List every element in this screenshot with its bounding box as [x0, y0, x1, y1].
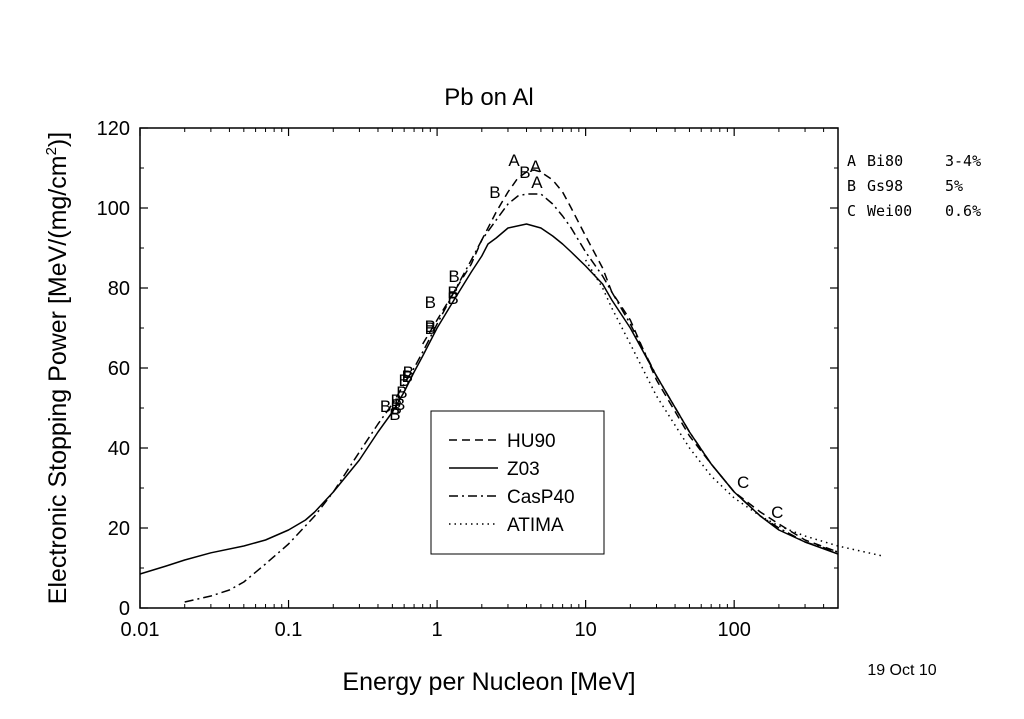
date-stamp: 19 Oct 10 [867, 662, 936, 679]
reference-list: A Bi80 3-4% B Gs98 5% C Wei00 0.6% [847, 152, 981, 220]
y-tick-label: 40 [108, 438, 130, 460]
y-tick-label: 120 [97, 118, 130, 140]
x-axis-ticks: 0.01 0.1 1 10 100 [121, 128, 839, 641]
series-line-atima [584, 259, 883, 557]
data-marker-a: A [531, 173, 543, 192]
y-tick-label: 0 [119, 598, 130, 620]
data-marker-b: B [380, 397, 391, 416]
reference-error: 3-4% [945, 152, 981, 170]
series-layer [139, 169, 883, 603]
y-axis-label-main: Electronic Stopping Power [MeV/(mg/cm [44, 155, 72, 604]
data-marker-b: B [403, 363, 414, 382]
y-axis-label: Electronic Stopping Power [MeV/(mg/cm2)] [43, 132, 72, 604]
y-tick-label: 20 [108, 518, 130, 540]
data-marker-b: B [519, 163, 530, 182]
data-marker-c: C [737, 473, 749, 492]
legend-label-hu90: HU90 [507, 431, 556, 452]
x-tick-label: 0.01 [121, 619, 160, 641]
data-marker-b: B [398, 371, 409, 390]
legend-label-casp40: CasP40 [507, 487, 575, 508]
x-tick-label: 10 [575, 619, 597, 641]
chart-title: Pb on Al [444, 84, 533, 111]
y-axis-label-superscript: 2 [43, 147, 60, 155]
reference-key: C [847, 202, 856, 220]
data-marker-b: B [402, 367, 413, 386]
data-marker-b: B [394, 395, 405, 414]
series-line-casp40 [184, 193, 839, 603]
y-tick-label: 100 [97, 198, 130, 220]
reference-name: Bi80 [867, 152, 903, 170]
reference-name: Wei00 [867, 202, 912, 220]
data-marker-b: B [447, 289, 458, 308]
legend-label-z03: Z03 [507, 459, 540, 480]
data-marker-a: A [530, 157, 542, 176]
legend: HU90 Z03 CasP40 ATIMA [430, 410, 605, 555]
reference-error: 0.6% [945, 202, 981, 220]
data-marker-b: B [390, 391, 401, 410]
x-tick-label: 0.1 [275, 619, 303, 641]
y-tick-label: 80 [108, 278, 130, 300]
x-tick-label: 1 [432, 619, 443, 641]
data-marker-b: B [425, 293, 436, 312]
y-axis-ticks: 0 20 40 60 80 100 120 [97, 118, 838, 620]
x-axis-label: Energy per Nucleon [MeV] [342, 668, 635, 696]
data-marker-b: B [425, 317, 436, 336]
data-marker-b: B [390, 399, 401, 418]
reference-key: A [847, 152, 856, 170]
y-tick-label: 60 [108, 358, 130, 380]
legend-label-atima: ATIMA [507, 515, 564, 536]
data-marker-a: A [508, 151, 520, 170]
data-marker-b: B [389, 405, 400, 424]
reference-key: B [847, 177, 856, 195]
data-marker-b: B [447, 283, 458, 302]
data-marker-c: C [771, 503, 783, 522]
reference-name: Gs98 [867, 177, 903, 195]
data-marker-b: B [489, 183, 500, 202]
legend-box [430, 410, 605, 555]
x-tick-label: 100 [717, 619, 750, 641]
data-marker-b: B [396, 383, 407, 402]
y-axis-label-end: )] [44, 132, 72, 147]
data-marker-b: B [425, 319, 436, 338]
reference-error: 5% [945, 177, 963, 195]
data-marker-b: B [448, 267, 459, 286]
